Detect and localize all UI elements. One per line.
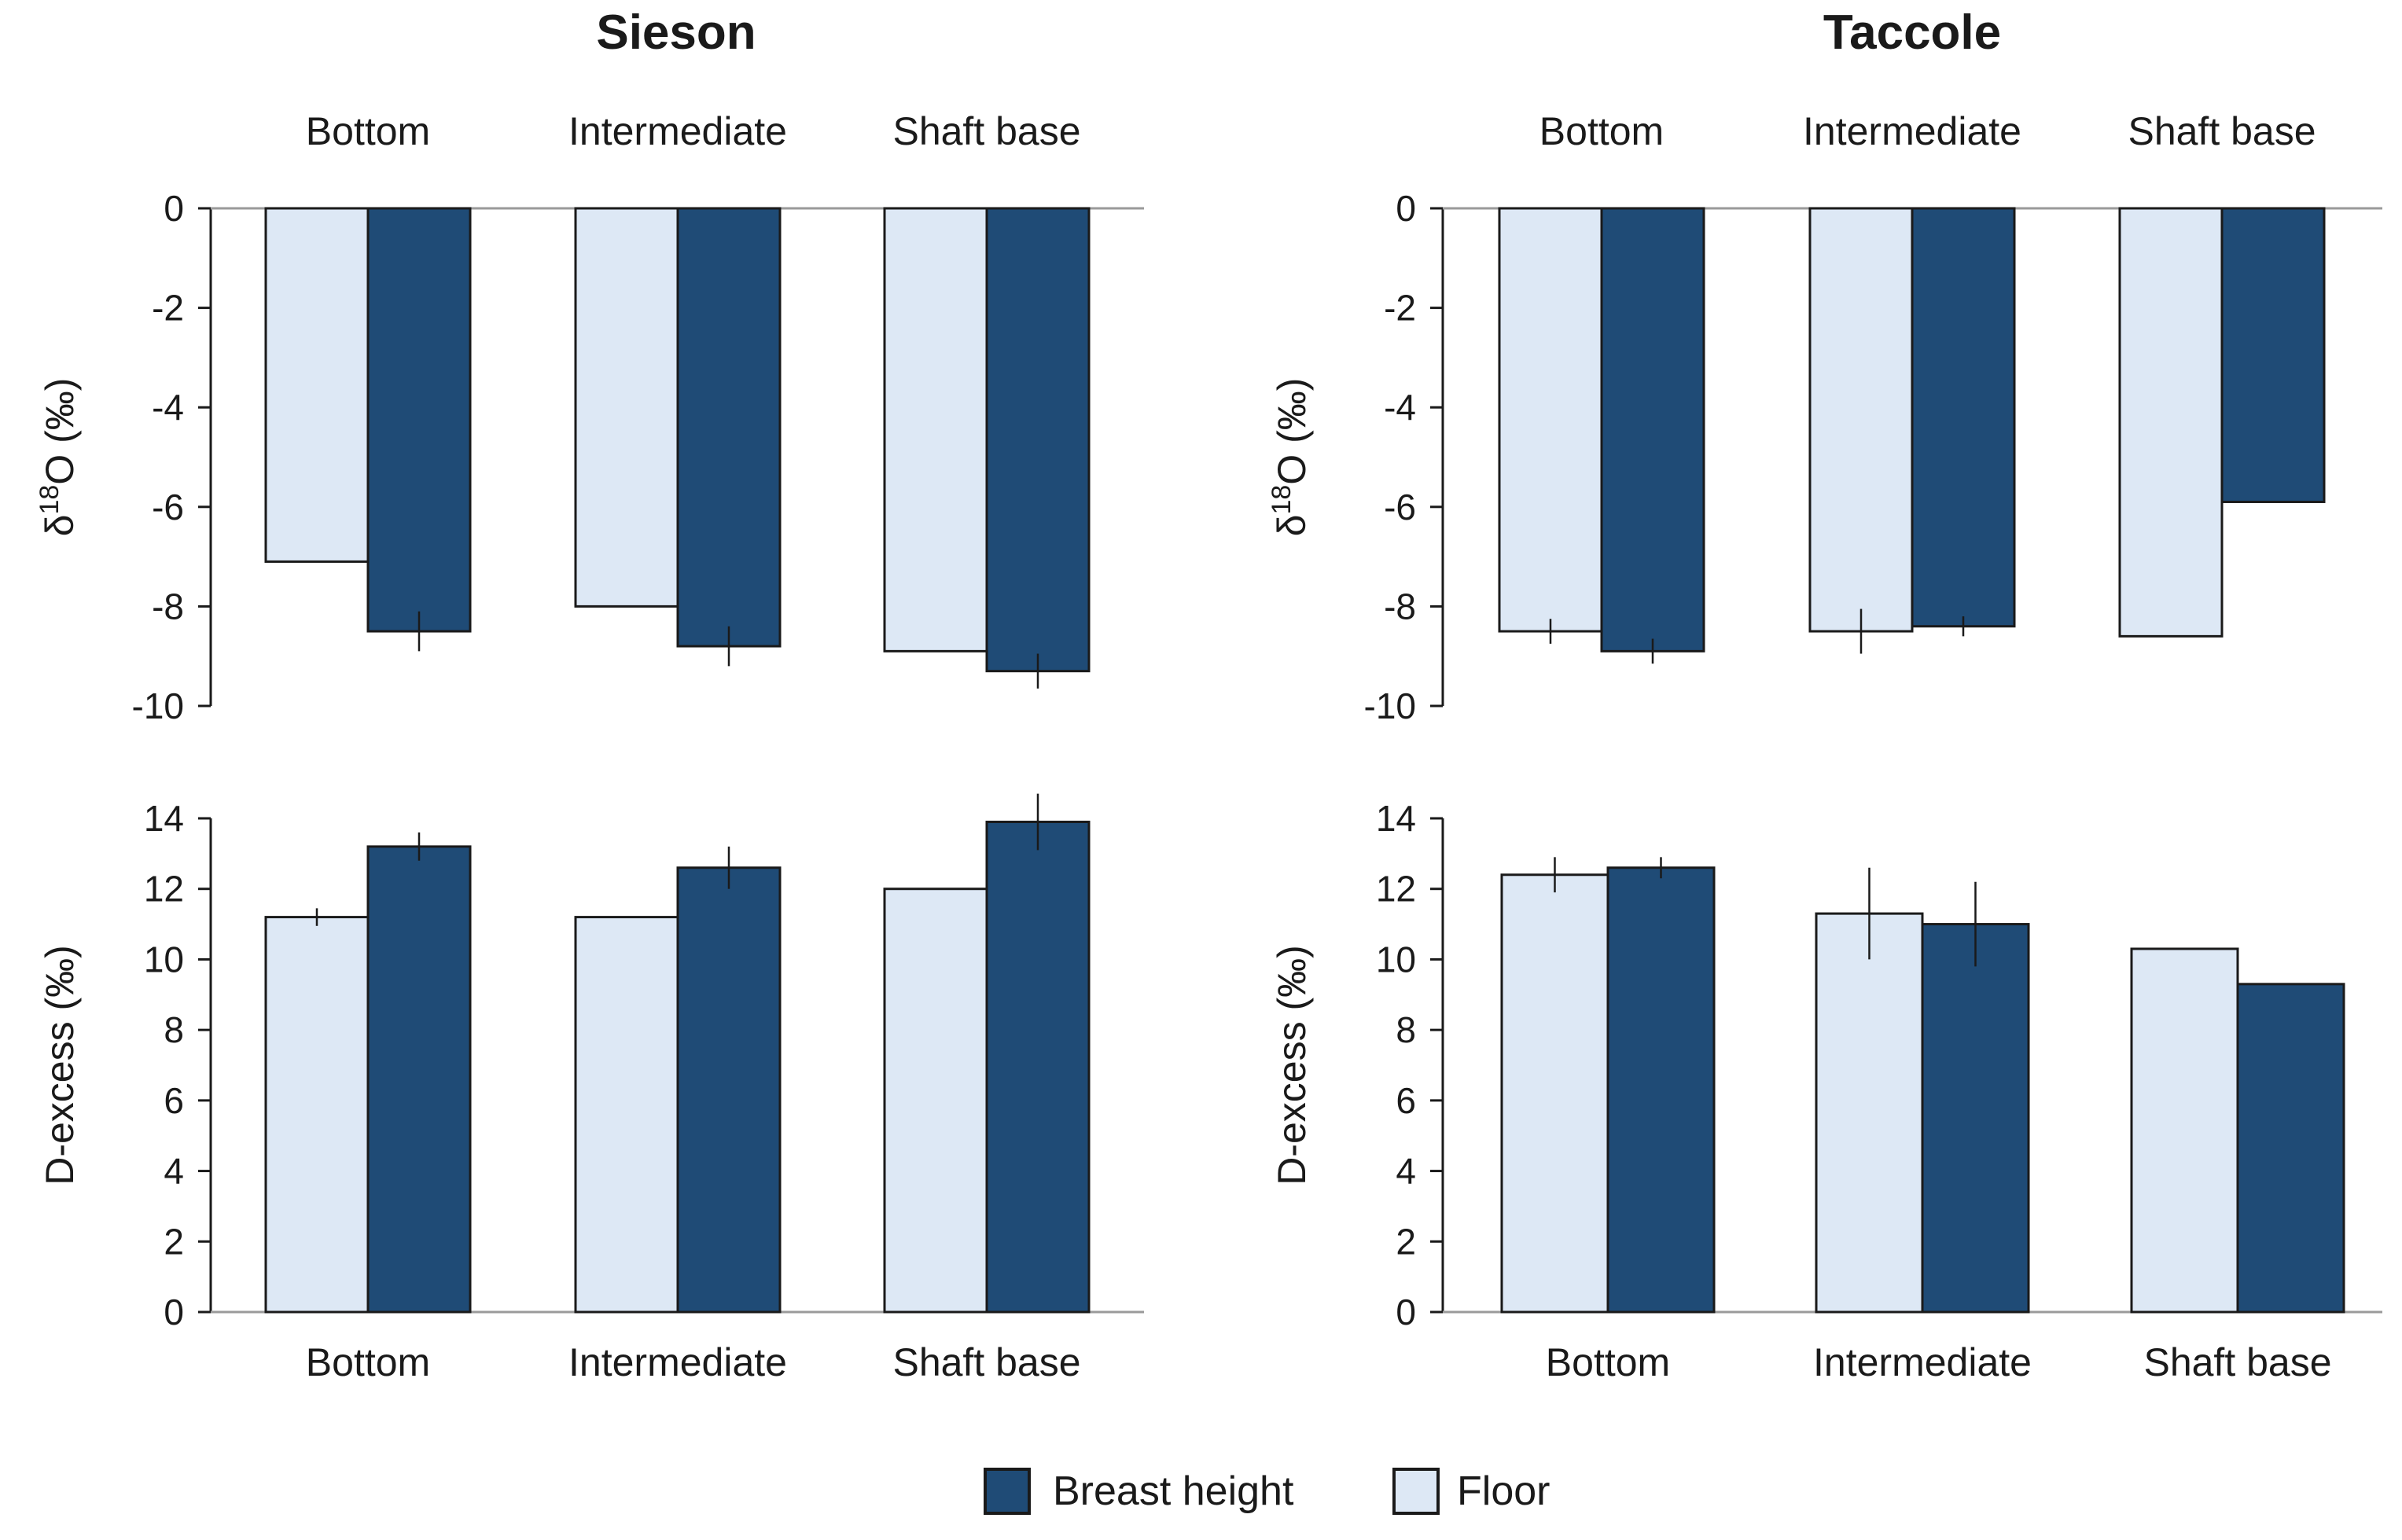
x-category-label: Intermediate [1803, 109, 2021, 153]
y-tick-label: 12 [1376, 869, 1416, 910]
y-tick-label: -4 [152, 387, 184, 428]
chart-title: Taccole [1823, 6, 2001, 60]
y-tick-label: -10 [132, 685, 184, 726]
y-tick-label: -4 [1384, 387, 1416, 428]
bar-floor-intermediate [574, 207, 679, 608]
bar-breast-height-bottom [1600, 207, 1705, 652]
y-tick-label: 14 [144, 798, 184, 839]
y-tick-label: 4 [1396, 1151, 1416, 1192]
bar-breast-height-intermediate [676, 866, 782, 1314]
y-tick-label: 14 [1376, 798, 1416, 839]
y-tick-label: 0 [1396, 188, 1416, 229]
y-tick-label: 0 [164, 1292, 184, 1332]
y-tick-label: 2 [1396, 1221, 1416, 1262]
y-tick-label: -6 [1384, 487, 1416, 527]
y-tick-label: -2 [1384, 288, 1416, 329]
x-category-label: Shaft base [2143, 1340, 2331, 1384]
bar-breast-height-intermediate [676, 207, 782, 648]
y-tick-label: 0 [1396, 1292, 1416, 1332]
y-tick-label: 8 [164, 1009, 184, 1050]
bar-breast-height-bottom [366, 207, 472, 633]
chart-title: Sieson [596, 6, 756, 60]
x-category-label: Bottom [1539, 109, 1664, 153]
legend: Breast height Floor [984, 1468, 1550, 1515]
y-tick-label: 10 [144, 939, 184, 979]
bar-floor-bottom [264, 916, 370, 1314]
y-tick-label: 6 [1396, 1080, 1416, 1121]
bar-breast-height-shaft-base [985, 820, 1091, 1314]
taccole-dexcess-panel: 0 2 4 6 8 10 12 14 D-excess (‰) Bottom Intermediat… [1270, 798, 2382, 1384]
bar-floor-shaft-base [2118, 207, 2224, 638]
y-tick-label: 12 [144, 869, 184, 910]
bar-floor-shaft-base [883, 888, 988, 1314]
legend-swatch-breast-height [984, 1468, 1031, 1515]
y-tick-label: -10 [1364, 685, 1416, 726]
bar-floor-shaft-base [883, 207, 988, 652]
legend-label-floor: Floor [1457, 1468, 1550, 1514]
y-tick-label: 10 [1376, 939, 1416, 979]
x-category-label: Shaft base [892, 1340, 1080, 1384]
bar-breast-height-shaft-base [2236, 983, 2345, 1314]
x-category-label: Shaft base [892, 109, 1080, 153]
bar-breast-height-shaft-base [985, 207, 1091, 673]
y-axis-label: δ18O (‰) [1267, 378, 1314, 537]
y-tick-label: 4 [164, 1151, 184, 1192]
bar-floor-shaft-base [2130, 947, 2239, 1314]
bar-floor-bottom [1500, 873, 1609, 1314]
bar-breast-height-intermediate [1921, 923, 2030, 1314]
y-tick-label: -2 [152, 288, 184, 329]
x-category-label: Bottom [1546, 1340, 1670, 1384]
bar-breast-height-bottom [366, 845, 472, 1314]
sieson-d18o-panel: Sieson 0 -2 -4 -6 -8 -10 δ18O (‰) Bottom Intermed… [35, 6, 1144, 726]
bar-breast-height-shaft-base [2220, 207, 2326, 503]
y-tick-label: 6 [164, 1080, 184, 1121]
x-category-label: Shaft base [2128, 109, 2316, 153]
x-category-label: Intermediate [568, 1340, 787, 1384]
y-axis-label: D-excess (‰) [1270, 945, 1314, 1185]
x-category-label: Intermediate [568, 109, 787, 153]
x-category-label: Intermediate [1813, 1340, 2032, 1384]
y-tick-label: -6 [152, 487, 184, 527]
y-tick-label: -8 [1384, 586, 1416, 627]
y-tick-label: 2 [164, 1221, 184, 1262]
legend-swatch-floor [1392, 1468, 1440, 1515]
y-tick-label: 8 [1396, 1009, 1416, 1050]
bar-breast-height-intermediate [1911, 207, 2016, 628]
bar-floor-bottom [264, 207, 370, 563]
y-tick-label: 0 [164, 188, 184, 229]
taccole-d18o-panel: Taccole 0 -2 -4 -6 -8 -10 δ18O (‰) Bottom Interme… [1267, 6, 2382, 726]
sieson-dexcess-panel: 0 2 4 6 8 10 12 14 D-excess (‰) Bottom Intermediat… [38, 793, 1144, 1384]
legend-label-breast-height: Breast height [1053, 1468, 1294, 1514]
y-axis-label: δ18O (‰) [35, 378, 82, 537]
bar-floor-intermediate [574, 916, 679, 1314]
x-category-label: Bottom [306, 1340, 430, 1384]
bar-floor-intermediate [1808, 207, 1914, 633]
bar-floor-intermediate [1815, 912, 1924, 1314]
y-tick-label: -8 [152, 586, 184, 627]
x-category-label: Bottom [306, 109, 430, 153]
bar-floor-bottom [1498, 207, 1603, 633]
bar-breast-height-bottom [1606, 866, 1716, 1314]
y-axis-label: D-excess (‰) [38, 945, 82, 1185]
